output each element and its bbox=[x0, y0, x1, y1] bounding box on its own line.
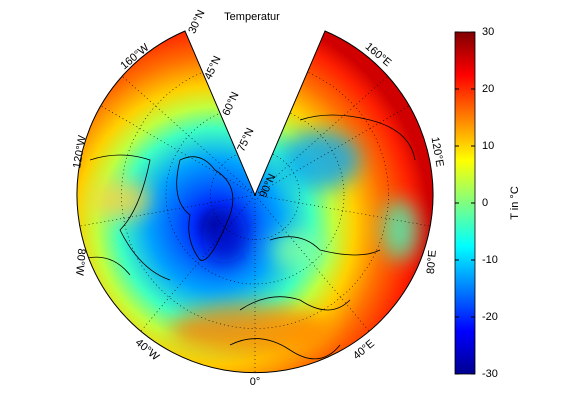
colorbar-tick-label: -10 bbox=[482, 254, 498, 266]
colorbar-tick-label: 0 bbox=[482, 197, 488, 209]
latitude-label: 30°N bbox=[186, 8, 207, 35]
colorbar-tick-label: 20 bbox=[482, 83, 494, 95]
map-frame bbox=[76, 30, 434, 374]
longitude-label: 80°W bbox=[73, 248, 87, 277]
longitude-label: 120°W bbox=[71, 134, 89, 169]
colorbar-tick-label: 10 bbox=[482, 140, 494, 152]
longitude-label: 80°E bbox=[425, 250, 439, 275]
longitude-label: 120°E bbox=[429, 136, 446, 168]
map-title: Temperatur bbox=[224, 11, 280, 23]
colorbar-tick-label: -30 bbox=[482, 368, 498, 380]
latitude-label: 60°N bbox=[220, 90, 241, 117]
colorbar-tick-label: 30 bbox=[482, 26, 494, 38]
colorbar-tick-label: -20 bbox=[482, 311, 498, 323]
temperature-field bbox=[77, 31, 433, 373]
longitude-label: 0° bbox=[250, 376, 261, 388]
latitude-label: 45°N bbox=[202, 54, 223, 81]
colorbar-label: T in °C bbox=[509, 186, 521, 220]
latitude-label: 75°N bbox=[235, 126, 256, 153]
